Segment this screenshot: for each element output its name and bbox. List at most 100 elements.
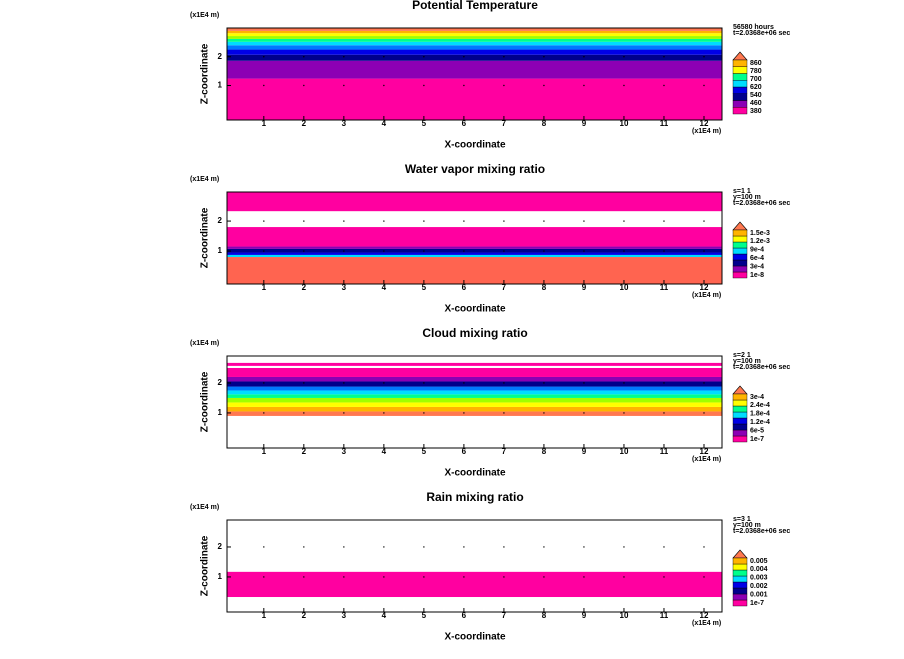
colorbar-box [732, 399, 748, 407]
x-axis-label: X-coordinate [444, 304, 506, 315]
info-text: s=2 1 [733, 352, 751, 359]
colorbar-box [732, 569, 748, 577]
colorbar-label: 380 [750, 108, 762, 115]
x-tick-label: 6 [462, 447, 467, 456]
colorbar-label: 1.8e-4 [750, 411, 770, 418]
y-tick-label: 1 [218, 572, 223, 581]
colorbar-box [732, 405, 748, 413]
x-tick-label: 8 [542, 119, 547, 128]
plot-frame [226, 519, 723, 613]
colorbar-over [732, 385, 748, 395]
grid-dot [463, 56, 465, 58]
colorbar-box [732, 557, 748, 565]
x-tick-label: 4 [382, 283, 387, 292]
grid-dot [343, 250, 345, 252]
y-tick-label: 1 [218, 246, 223, 255]
contour-band [227, 376, 722, 382]
x-axis-label: X-coordinate [444, 140, 506, 151]
grid-dot [423, 84, 425, 87]
x-tick-label: 1 [262, 119, 267, 128]
contour-band [227, 60, 722, 79]
grid-dot [303, 250, 305, 252]
grid-dot [263, 576, 265, 578]
colorbar-label: 700 [750, 76, 762, 83]
grid-dot [623, 250, 625, 252]
x-tick-label: 12 [700, 283, 709, 292]
x-tick-label: 7 [502, 119, 507, 128]
grid-dot [703, 220, 705, 222]
grid-dot [703, 250, 705, 252]
grid-dot [663, 412, 665, 414]
grid-dot [583, 546, 585, 548]
x-tick-label: 5 [422, 119, 427, 128]
y-tick-label: 2 [218, 542, 223, 551]
contour-band [227, 28, 722, 31]
grid-dot [303, 56, 305, 58]
contour-band [227, 78, 722, 120]
colorbar-label: 0.002 [750, 583, 768, 590]
colorbar-label: 1.2e-4 [750, 419, 770, 426]
x-tick-label: 12 [700, 447, 709, 456]
grid-dot [503, 84, 505, 87]
x-tick-label: 7 [502, 447, 507, 456]
contour-band [227, 41, 722, 46]
grid-dot [623, 382, 625, 384]
grid-dot [263, 546, 265, 548]
grid-dot [503, 220, 505, 222]
info-text: t=2.0368e+06 sec [733, 30, 790, 37]
grid-dot [343, 576, 345, 578]
plot-frame [226, 355, 723, 449]
grid-dot [703, 56, 705, 58]
grid-dot [423, 220, 425, 222]
colorbar-box [732, 265, 748, 273]
colorbar-label: 460 [750, 100, 762, 107]
colorbar-box [732, 271, 748, 279]
grid-dot [263, 220, 265, 222]
colorbar-label: 1e-8 [750, 272, 764, 279]
grid-dot [623, 84, 625, 87]
colorbar-box [732, 73, 748, 81]
contour-band [227, 406, 722, 412]
colorbar-box [732, 253, 748, 261]
contour-band [227, 386, 722, 391]
x-tick-label: 1 [262, 447, 267, 456]
contour-band [227, 36, 722, 39]
contour-band [227, 367, 722, 377]
grid-dot [543, 84, 545, 87]
colorbar-box [732, 593, 748, 601]
grid-dot [583, 220, 585, 222]
colorbar-label: 6e-4 [750, 255, 764, 262]
y-axis-label: Z-coordinate [200, 535, 211, 596]
grid-dot [703, 382, 705, 384]
x-tick-label: 2 [302, 283, 307, 292]
grid-dot [583, 576, 585, 578]
grid-dot [423, 250, 425, 252]
x-tick-label: 11 [660, 283, 669, 292]
grid-dot [423, 546, 425, 548]
info-text: s=3 1 [733, 516, 751, 523]
colorbar-box [732, 393, 748, 401]
x-axis-label: X-coordinate [444, 468, 506, 479]
x-tick-label: 8 [542, 283, 547, 292]
grid-dot [303, 546, 305, 548]
grid-dot [263, 56, 265, 58]
x-tick-label: 8 [542, 447, 547, 456]
y-tick-label: 1 [218, 81, 223, 90]
x-tick-label: 5 [422, 283, 427, 292]
colorbar-box [732, 435, 748, 443]
y-tick-label: 1 [218, 408, 223, 417]
info-text: s=1 1 [733, 188, 751, 195]
x-unit: (x1E4 m) [692, 128, 721, 135]
contour-band [227, 397, 722, 403]
x-tick-label: 10 [620, 119, 629, 128]
grid-dot [343, 84, 345, 87]
grid-dot [303, 412, 305, 414]
y-axis-label: Z-coordinate [200, 43, 211, 104]
info-text: y=100 m [733, 194, 761, 201]
colorbar-box [732, 86, 748, 94]
colorbar-box [732, 100, 748, 108]
grid-dot [583, 56, 585, 58]
grid-dot [543, 546, 545, 548]
contour-band [227, 30, 722, 34]
